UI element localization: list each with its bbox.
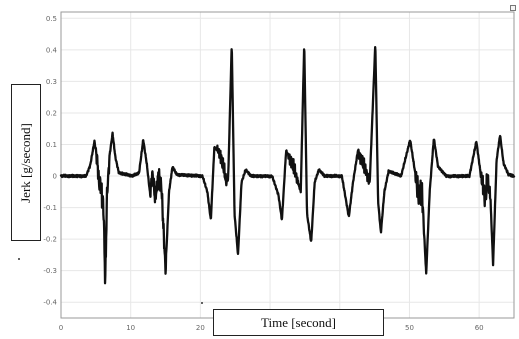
- stray-dot-left: [18, 258, 20, 260]
- x-axis-label-box: Time [second]: [213, 309, 384, 336]
- plot-frame: [60, 11, 515, 319]
- y-tick-label: 0.2: [46, 109, 57, 117]
- x-axis-label: Time [second]: [261, 314, 336, 330]
- stray-dot-bottom: [201, 302, 203, 304]
- corner-icon: [510, 5, 516, 11]
- y-tick-label: -0.1: [43, 204, 57, 212]
- x-tick-label: 0: [59, 324, 63, 332]
- y-tick-label: 0.5: [46, 15, 57, 23]
- x-tick-label: 20: [196, 324, 205, 332]
- y-tick-label: -0.4: [43, 299, 57, 307]
- x-tick-label: 60: [475, 324, 484, 332]
- chart-grid: [60, 12, 514, 318]
- y-tick-label: 0.1: [46, 141, 57, 149]
- jerk-series-line: [59, 46, 516, 285]
- x-tick-label: 10: [126, 324, 135, 332]
- chart-series: [59, 46, 516, 285]
- y-axis-label-box: Jerk [g/second]: [11, 84, 41, 241]
- y-tick-label: 0: [53, 173, 57, 181]
- x-tick-label: 50: [405, 324, 414, 332]
- y-tick-label: -0.3: [43, 267, 57, 275]
- y-tick-label: -0.2: [43, 236, 57, 244]
- chart-axes: [60, 11, 515, 319]
- y-tick-label: 0.4: [46, 46, 58, 54]
- y-axis-label: Jerk [g/second]: [18, 122, 33, 203]
- y-tick-label: 0.3: [46, 78, 57, 86]
